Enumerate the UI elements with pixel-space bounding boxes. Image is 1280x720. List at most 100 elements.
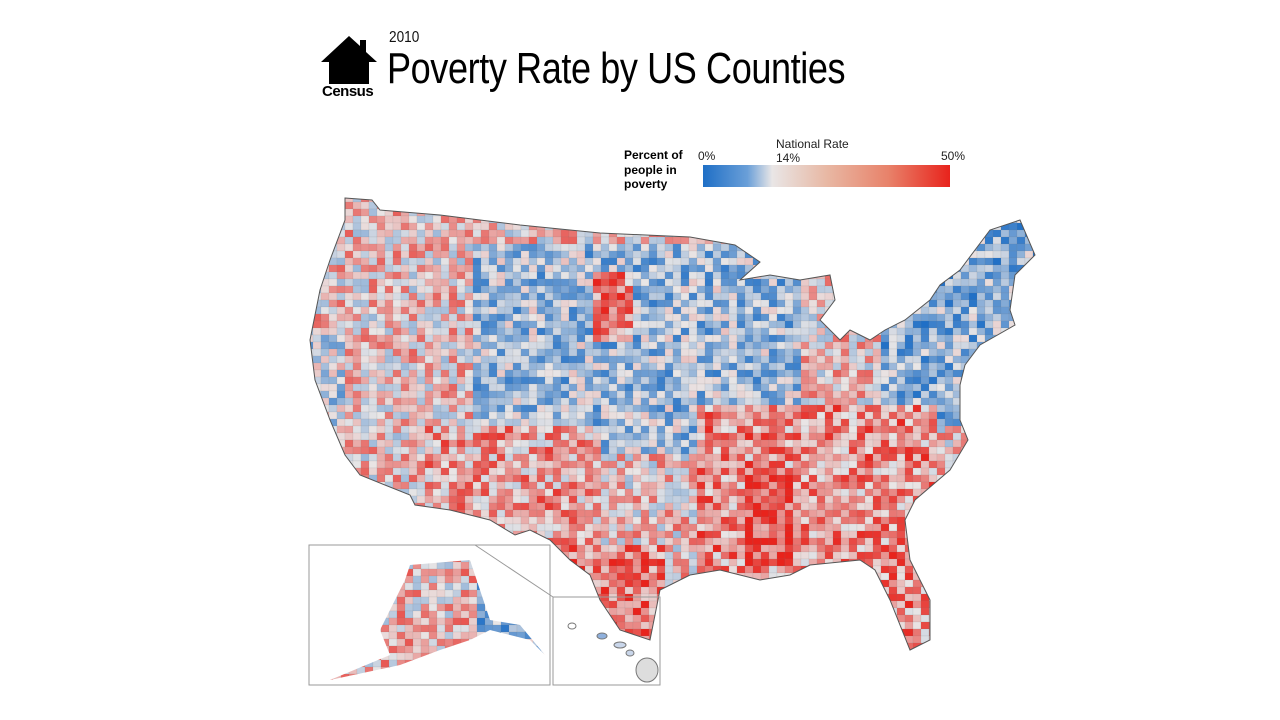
county-cell — [472, 327, 482, 336]
county-cell — [616, 320, 626, 329]
county-cell — [864, 411, 874, 420]
county-cell — [648, 334, 658, 343]
county-cell — [816, 229, 826, 238]
county-cell — [360, 313, 370, 322]
county-cell — [992, 467, 1002, 476]
county-cell — [744, 418, 754, 427]
county-cell — [664, 306, 674, 315]
county-cell — [832, 425, 842, 434]
county-cell — [912, 236, 922, 245]
county-cell — [360, 481, 370, 490]
county-cell — [992, 390, 1002, 399]
county-cell — [960, 523, 970, 532]
county-cell — [784, 327, 794, 336]
county-cell — [928, 544, 938, 553]
county-cell — [544, 306, 554, 315]
county-cell — [760, 299, 770, 308]
county-cell — [616, 474, 626, 483]
county-cell — [310, 495, 314, 504]
county-cell — [856, 516, 866, 525]
county-cell — [344, 362, 354, 371]
county-cell — [744, 208, 754, 217]
county-cell — [888, 509, 898, 518]
county-cell — [584, 362, 594, 371]
county-cell — [416, 243, 426, 252]
county-cell — [880, 523, 890, 532]
county-cell — [968, 551, 978, 560]
county-cell — [360, 341, 370, 350]
county-cell — [832, 198, 842, 203]
county-cell — [856, 198, 866, 203]
county-cell — [728, 425, 738, 434]
county-cell — [856, 495, 866, 504]
county-cell — [336, 369, 346, 378]
county-cell — [432, 397, 442, 406]
county-cell — [408, 229, 418, 238]
county-cell — [824, 516, 834, 525]
county-cell — [528, 327, 538, 336]
county-cell — [704, 257, 714, 266]
county-cell — [344, 516, 354, 525]
county-cell — [616, 271, 626, 280]
county-cell — [808, 565, 818, 574]
county-cell — [680, 439, 690, 448]
county-cell — [320, 362, 330, 371]
county-cell — [872, 250, 882, 259]
county-cell — [768, 488, 778, 497]
county-cell — [888, 439, 898, 448]
county-cell — [344, 278, 354, 287]
county-cell — [656, 215, 666, 224]
county-cell — [736, 439, 746, 448]
county-cell — [696, 292, 706, 301]
county-cell — [872, 509, 882, 518]
county-cell — [984, 236, 994, 245]
county-cell — [768, 481, 778, 490]
county-cell — [568, 523, 578, 532]
county-cell — [768, 198, 778, 203]
county-cell — [736, 418, 746, 427]
county-cell — [344, 390, 354, 399]
county-cell — [776, 544, 786, 553]
county-cell — [384, 341, 394, 350]
county-cell — [840, 502, 850, 511]
county-cell — [560, 334, 570, 343]
county-cell — [920, 453, 930, 462]
county-cell — [1008, 390, 1018, 399]
county-cell — [744, 530, 754, 539]
county-cell — [360, 439, 370, 448]
county-cell — [696, 502, 706, 511]
county-cell — [712, 530, 722, 539]
county-cell — [440, 425, 450, 434]
county-cell — [344, 299, 354, 308]
county-cell — [544, 292, 554, 301]
county-cell — [856, 341, 866, 350]
county-cell — [896, 467, 906, 476]
county-cell — [1024, 418, 1034, 427]
county-cell — [968, 236, 978, 245]
county-cell — [888, 411, 898, 420]
county-cell — [488, 523, 498, 532]
county-cell — [608, 404, 618, 413]
county-cell — [880, 439, 890, 448]
county-cell — [440, 474, 450, 483]
county-cell — [712, 495, 722, 504]
county-cell — [376, 432, 386, 441]
county-cell — [560, 292, 570, 301]
county-cell — [848, 404, 858, 413]
county-cell — [568, 215, 578, 224]
county-cell — [424, 460, 434, 469]
legend-color-bar — [703, 165, 950, 187]
county-cell — [464, 327, 474, 336]
county-cell — [808, 523, 818, 532]
county-cell — [608, 369, 618, 378]
county-cell — [864, 362, 874, 371]
county-cell — [776, 236, 786, 245]
county-cell — [344, 544, 354, 553]
county-cell — [872, 460, 882, 469]
county-cell — [648, 250, 658, 259]
county-cell — [952, 299, 962, 308]
county-cell — [824, 509, 834, 518]
county-cell — [760, 558, 770, 567]
county-cell — [472, 271, 482, 280]
county-cell — [840, 376, 850, 385]
